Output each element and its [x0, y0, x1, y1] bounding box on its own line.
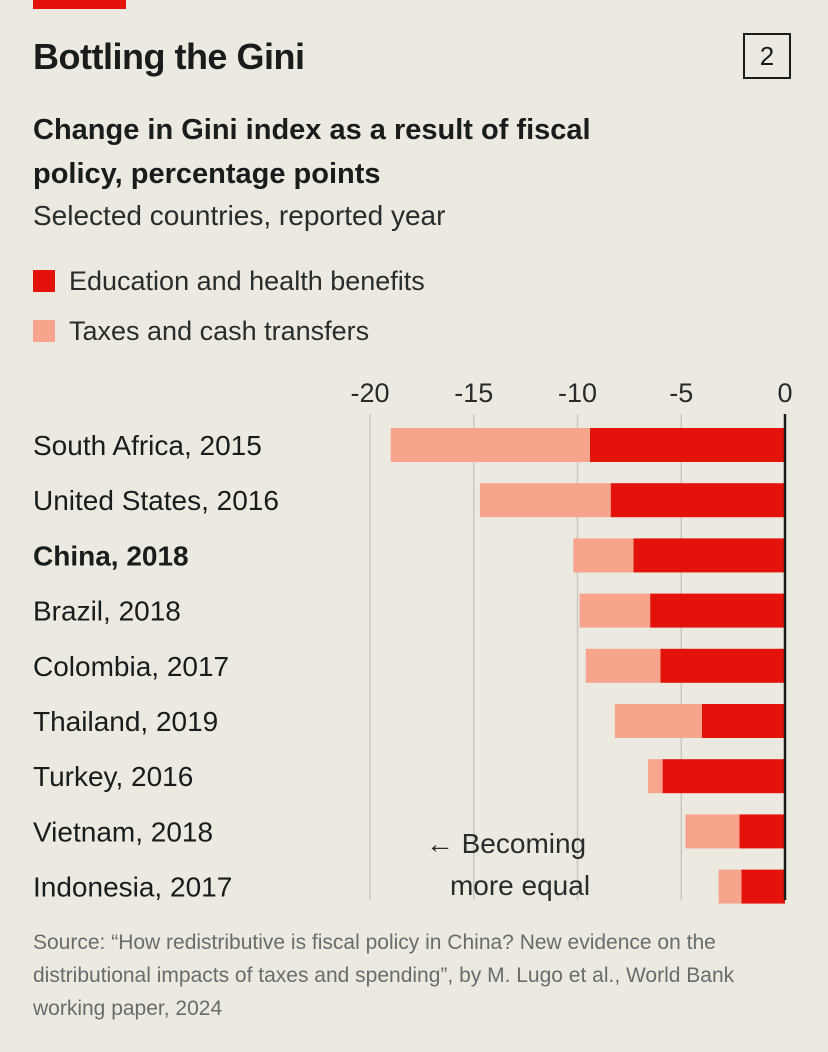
bar-education-health-2 [633, 538, 785, 573]
x-tick-label-4: 0 [777, 378, 792, 408]
category-label-1: United States, 2016 [33, 485, 279, 516]
chart-subsubtitle: Selected countries, reported year [33, 200, 446, 231]
category-label-0: South Africa, 2015 [33, 430, 262, 461]
annotation-line-1: ← Becoming [426, 828, 586, 859]
bar-taxes-transfers-8 [718, 869, 742, 904]
category-label-3: Brazil, 2018 [33, 596, 181, 627]
legend-item-taxes-transfers: Taxes and cash transfers [33, 306, 425, 356]
category-label-6: Turkey, 2016 [33, 761, 193, 792]
bar-taxes-transfers-4 [585, 648, 661, 683]
legend-label-education-health: Education and health benefits [69, 265, 425, 296]
source-note: Source: “How redistributive is fiscal po… [33, 931, 735, 1020]
category-label-2: China, 2018 [33, 540, 189, 571]
bar-chart: -20 -15 -10 -5 0 South Africa, 2015 United Sta… [33, 378, 793, 904]
legend-label-taxes-transfers: Taxes and cash transfers [69, 315, 370, 346]
legend-swatch-education-health [33, 270, 55, 292]
legend-item-education-health: Education and health benefits [33, 256, 425, 306]
x-tick-label-3: -5 [669, 378, 693, 408]
bar-education-health-1 [610, 483, 785, 518]
bar-education-health-6 [662, 759, 785, 794]
bar-education-health-0 [589, 428, 785, 462]
bar-taxes-transfers-6 [648, 759, 663, 794]
bar-education-health-4 [660, 648, 785, 683]
bar-education-health-3 [650, 593, 785, 628]
bar-education-health-8 [741, 869, 785, 904]
accent-bar [33, 0, 126, 9]
legend-swatch-taxes-transfers [33, 320, 55, 342]
chart-title: Bottling the Gini [33, 36, 305, 77]
bar-taxes-transfers-2 [573, 538, 634, 573]
chart-subtitle: Change in Gini index as a result of fisc… [33, 114, 591, 190]
bar-taxes-transfers-3 [579, 593, 651, 628]
bar-education-health-5 [702, 704, 785, 738]
category-label-5: Thailand, 2019 [33, 706, 218, 737]
x-tick-label-0: -20 [350, 378, 389, 408]
category-label-4: Colombia, 2017 [33, 651, 229, 682]
bar-taxes-transfers-5 [614, 704, 702, 738]
x-tick-label-1: -15 [454, 378, 493, 408]
annotation-line-2: more equal [450, 870, 590, 901]
bar-taxes-transfers-1 [479, 483, 611, 518]
category-label-8: Indonesia, 2017 [33, 872, 232, 903]
category-label-7: Vietnam, 2018 [33, 816, 213, 847]
bar-taxes-transfers-7 [685, 814, 740, 849]
legend: Education and health benefits Taxes and … [33, 256, 425, 356]
bar-education-health-7 [739, 814, 785, 849]
x-tick-label-2: -10 [558, 378, 597, 408]
chart-number-box: 2 [743, 33, 791, 79]
bar-taxes-transfers-0 [390, 428, 590, 462]
